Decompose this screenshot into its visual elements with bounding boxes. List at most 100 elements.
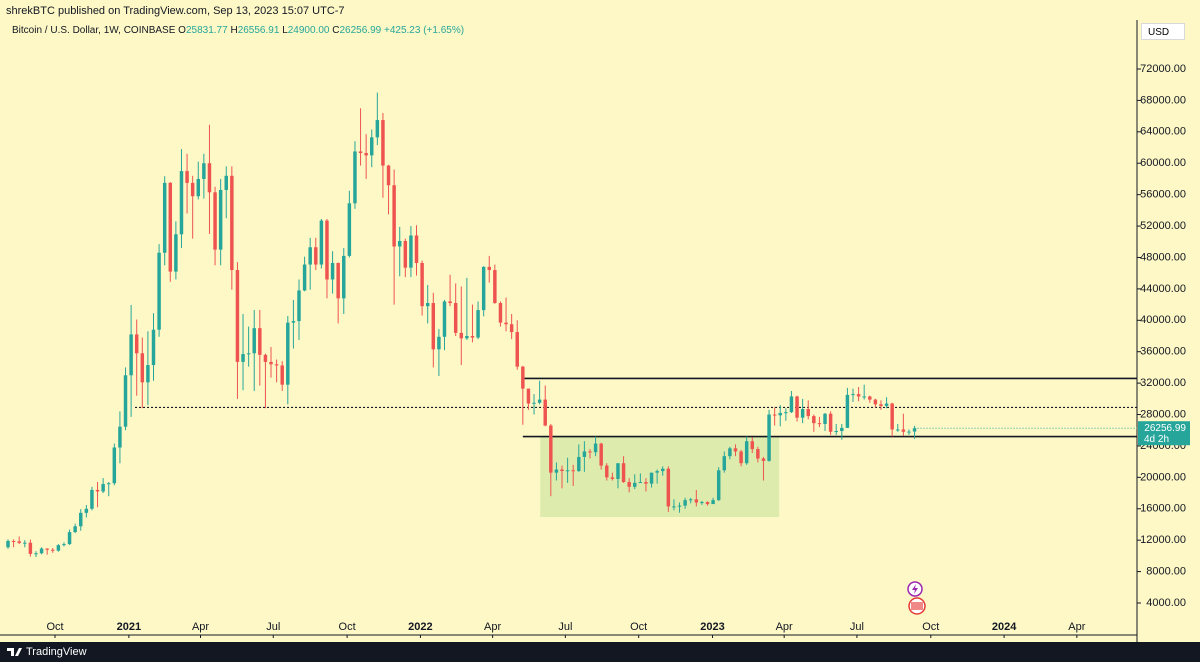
candle-body xyxy=(397,240,402,247)
y-tick-label: 68000.00 xyxy=(1140,94,1186,106)
y-tick-label: 52000.00 xyxy=(1140,220,1186,232)
candle-body xyxy=(493,270,497,304)
candle-body xyxy=(39,548,44,554)
candle-body xyxy=(711,500,715,505)
candle-body xyxy=(521,366,525,389)
candle-body xyxy=(330,262,335,280)
candle-body xyxy=(901,429,906,432)
candle-body xyxy=(498,303,503,323)
candle-body xyxy=(274,364,279,366)
candle-body xyxy=(370,137,374,156)
close-value: 26256.99 xyxy=(339,25,382,36)
candle-body xyxy=(129,334,133,376)
open-value: 25831.77 xyxy=(185,25,228,36)
x-tick-label: Jul xyxy=(850,621,864,633)
y-tick-label: 36000.00 xyxy=(1140,346,1186,358)
candle-body xyxy=(213,192,217,250)
candle-body xyxy=(224,175,228,190)
candle-body xyxy=(655,471,659,473)
candle-body xyxy=(414,235,419,263)
x-tick-label: Oct xyxy=(922,621,939,633)
candle-body xyxy=(677,505,682,507)
candle-body xyxy=(907,431,911,433)
close-prefix: C xyxy=(332,25,340,36)
candle-body xyxy=(554,469,559,473)
high-value: 26556.91 xyxy=(237,25,280,36)
candle-body xyxy=(45,548,49,550)
candle-body xyxy=(884,403,889,406)
candle-body xyxy=(465,336,469,339)
candle-body xyxy=(375,120,380,138)
currency-button[interactable]: USD xyxy=(1141,23,1185,40)
y-tick-label: 28000.00 xyxy=(1140,408,1186,420)
candle-body xyxy=(817,423,822,425)
candle-body xyxy=(543,399,547,426)
x-tick-label: 2021 xyxy=(117,621,141,633)
candle-body xyxy=(795,396,799,418)
candle-body xyxy=(767,414,771,461)
price-tag xyxy=(1138,421,1190,446)
candle-body xyxy=(353,151,357,204)
y-tick-label: 32000.00 xyxy=(1140,377,1186,389)
candle-body xyxy=(258,328,262,355)
candle-body xyxy=(705,502,710,505)
candle-body xyxy=(633,482,637,487)
candle-body xyxy=(778,412,782,416)
candle-body xyxy=(750,441,755,450)
candle-body xyxy=(481,266,486,311)
logo xyxy=(7,648,22,656)
change: +425.23 (+1.65%) xyxy=(383,25,465,36)
candle-body xyxy=(504,322,508,325)
chart: 4000.00 8000.00 12000.00 16000.00 20000.00 24… xyxy=(0,20,1190,642)
candle-body xyxy=(700,502,704,504)
candle-body xyxy=(101,484,105,492)
candle-body xyxy=(532,402,536,404)
candle-body xyxy=(453,303,458,333)
x-tick-label: Oct xyxy=(46,621,63,633)
y-tick-label: 56000.00 xyxy=(1140,189,1186,201)
candle-body xyxy=(420,262,424,307)
symbol-legend: Bitcoin / U.S. Dollar, 1W, COINBASE O258… xyxy=(12,25,464,36)
candle-body xyxy=(649,472,654,484)
candle-body xyxy=(879,404,883,406)
candle-body xyxy=(599,443,603,466)
y-tick-label: 60000.00 xyxy=(1140,157,1186,169)
candle-body xyxy=(235,270,240,362)
candle-body xyxy=(425,303,430,307)
candle-body xyxy=(319,220,324,265)
candle-body xyxy=(280,365,284,385)
candle-body xyxy=(560,469,564,472)
x-tick-label: Oct xyxy=(630,621,647,633)
x-tick-label: Jul xyxy=(266,621,280,633)
candle-body xyxy=(358,151,363,154)
candle-body xyxy=(314,247,318,265)
candle-body xyxy=(302,264,307,291)
candle-body xyxy=(722,456,727,471)
candle-body xyxy=(912,428,917,432)
candle-body xyxy=(106,483,111,485)
candle-body xyxy=(196,178,201,197)
candle-body xyxy=(828,413,833,432)
candle-body xyxy=(515,332,519,367)
candle-body xyxy=(73,526,77,533)
candle-body xyxy=(638,482,643,484)
candle-body xyxy=(577,456,581,472)
candle-body xyxy=(140,353,145,383)
candle-body xyxy=(79,512,83,527)
y-tick-label: 4000.00 xyxy=(1146,597,1186,609)
candle-body xyxy=(733,448,738,452)
y-tick-label: 8000.00 xyxy=(1146,565,1186,577)
candle-body xyxy=(179,171,184,235)
candle-body xyxy=(616,463,620,479)
candle-body xyxy=(487,266,491,271)
candle-body xyxy=(162,182,167,253)
candle-body xyxy=(118,426,122,448)
event-icons xyxy=(907,581,926,615)
candle-body xyxy=(672,506,676,508)
x-tick-label: 2022 xyxy=(408,621,432,633)
candle-body xyxy=(386,165,391,186)
candle-body xyxy=(694,499,699,503)
candle-body xyxy=(28,542,33,554)
candle-body xyxy=(291,321,296,323)
